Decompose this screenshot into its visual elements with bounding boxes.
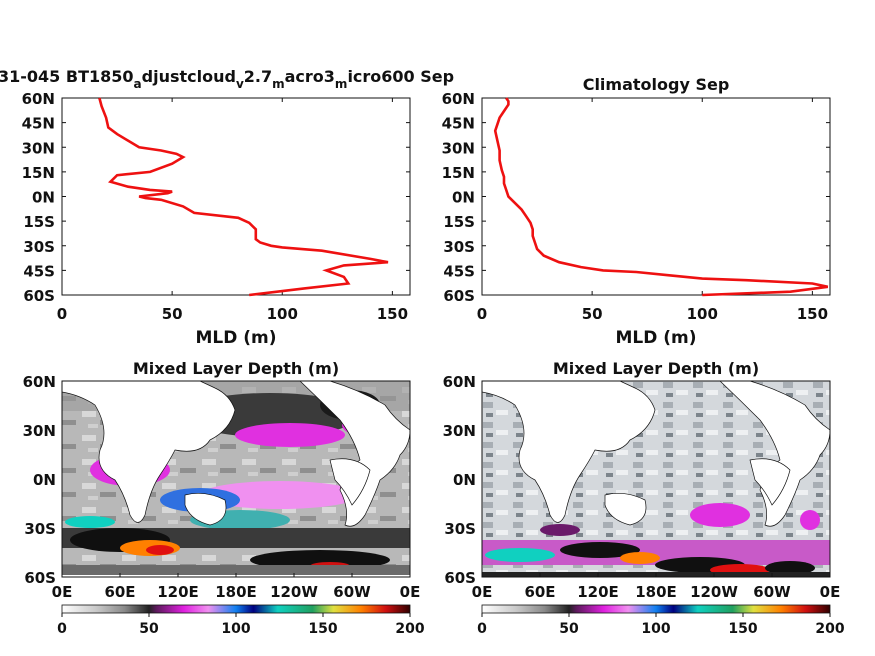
top-right-ytick-label: 15S — [443, 213, 475, 231]
bottom-left-colorbar-label: 200 — [395, 621, 424, 637]
bottom-right-lon-label: 60W — [753, 583, 791, 601]
bottom-right-lon-label: 0E — [820, 583, 841, 601]
bottom-right-colorbar-ticks: 0 50 100 150 200 — [477, 613, 845, 637]
bottom-right-colorbar-label: 200 — [815, 621, 844, 637]
bottom-left-lat-label: 0N — [33, 471, 56, 489]
top-left-xtick-label: 150 — [377, 305, 408, 323]
top-right-xtick-label: 0 — [477, 305, 487, 323]
top-right-ytick-label: 60S — [443, 287, 475, 305]
bottom-right-lon-label: 120W — [690, 583, 738, 601]
bottom-right-lon-label: 60E — [524, 583, 555, 601]
top-left-ytick-label: 45S — [23, 262, 55, 280]
top-left-xtick-label: 50 — [162, 305, 183, 323]
top-right-xtick-label: 150 — [797, 305, 828, 323]
top-right-ytick-label: 30S — [443, 238, 475, 256]
top-right-ytick-label: 45N — [442, 115, 475, 133]
bottom-right-lon-label: 120E — [577, 583, 619, 601]
top-right-ytick-label: 30N — [442, 139, 475, 157]
bottom-right-lat-label: 60N — [443, 373, 476, 391]
top-left-xlabel: MLD (m) — [195, 328, 276, 348]
top-right-panel: Climatology Sep 60N45N30N15N0N15S30S45S6… — [442, 75, 831, 348]
bottom-left-colorbar-label: 150 — [308, 621, 337, 637]
bottom-right-colorbar-label: 150 — [728, 621, 757, 637]
bottom-right-lat-label: 30N — [443, 422, 476, 440]
top-right-title: Climatology Sep — [583, 75, 730, 94]
bottom-left-colorbar — [61, 604, 411, 614]
bottom-right-colorbar-label: 0 — [477, 621, 487, 637]
bottom-right-colorbar-label: 100 — [641, 621, 670, 637]
bottom-left-colorbar-label: 50 — [139, 621, 159, 637]
top-right-ytick-label: 0N — [452, 189, 475, 207]
top-right-axes-frame — [481, 97, 831, 296]
top-right-xtick-label: 50 — [582, 305, 603, 323]
bottom-left-lat-label: 60N — [23, 373, 56, 391]
top-left-ytick-label: 30N — [22, 139, 55, 157]
top-left-profile-line — [98, 97, 389, 297]
top-right-ytick-label: 60N — [442, 90, 475, 108]
bottom-left-lon-label: 0E — [52, 583, 73, 601]
top-right-ytick-label: 45S — [443, 262, 475, 280]
bottom-left-heatmap-field — [62, 381, 410, 577]
bottom-left-lat-label: 30S — [24, 520, 56, 538]
top-right-ytick-label: 15N — [442, 164, 475, 182]
bottom-right-colorbar-label: 50 — [559, 621, 579, 637]
bottom-right-title: Mixed Layer Depth (m) — [553, 359, 759, 378]
top-right-xlabel: MLD (m) — [615, 328, 696, 348]
bottom-right-lat-label: 0N — [453, 471, 476, 489]
top-right-xtick-label: 100 — [687, 305, 718, 323]
bottom-right-lon-label: 180E — [635, 583, 677, 601]
bottom-left-lon-label: 60E — [104, 583, 135, 601]
bottom-right-lat-label: 60S — [444, 569, 476, 587]
top-left-ytick-label: 60S — [23, 287, 55, 305]
bottom-left-lon-label: 60W — [333, 583, 371, 601]
bottom-left-lon-label: 120W — [270, 583, 318, 601]
bottom-right-heatmap-field — [482, 381, 830, 577]
bottom-left-colorbar-label: 100 — [221, 621, 250, 637]
bottom-left-lon-label: 120E — [157, 583, 199, 601]
top-left-title: 31-045 BT1850adjustcloudv2.7macro3micro6… — [0, 67, 454, 91]
bottom-left-colorbar-ticks: 0 50 100 150 200 — [57, 613, 425, 637]
top-left-xtick-label: 0 — [57, 305, 67, 323]
top-left-xtick-label: 100 — [267, 305, 298, 323]
bottom-right-lat-label: 30S — [444, 520, 476, 538]
bottom-left-map-panel: Mixed Layer Depth (m) — [23, 359, 425, 637]
top-right-profile-line — [493, 97, 829, 297]
top-left-ytick-label: 30S — [23, 238, 55, 256]
top-left-ytick-label: 0N — [32, 189, 55, 207]
bottom-right-lon-label: 0E — [472, 583, 493, 601]
bottom-left-title: Mixed Layer Depth (m) — [133, 359, 339, 378]
bottom-left-lon-label: 180E — [215, 583, 257, 601]
bottom-right-colorbar — [481, 604, 831, 614]
bottom-left-lon-label: 0E — [400, 583, 421, 601]
bottom-left-lat-label: 30N — [23, 422, 56, 440]
top-left-ytick-label: 60N — [22, 90, 55, 108]
top-left-ytick-label: 15S — [23, 213, 55, 231]
bottom-left-colorbar-label: 0 — [57, 621, 67, 637]
top-left-panel: 31-045 BT1850adjustcloudv2.7macro3micro6… — [0, 67, 454, 348]
bottom-left-lat-label: 60S — [24, 569, 56, 587]
top-left-ytick-label: 15N — [22, 164, 55, 182]
top-left-ytick-label: 45N — [22, 115, 55, 133]
